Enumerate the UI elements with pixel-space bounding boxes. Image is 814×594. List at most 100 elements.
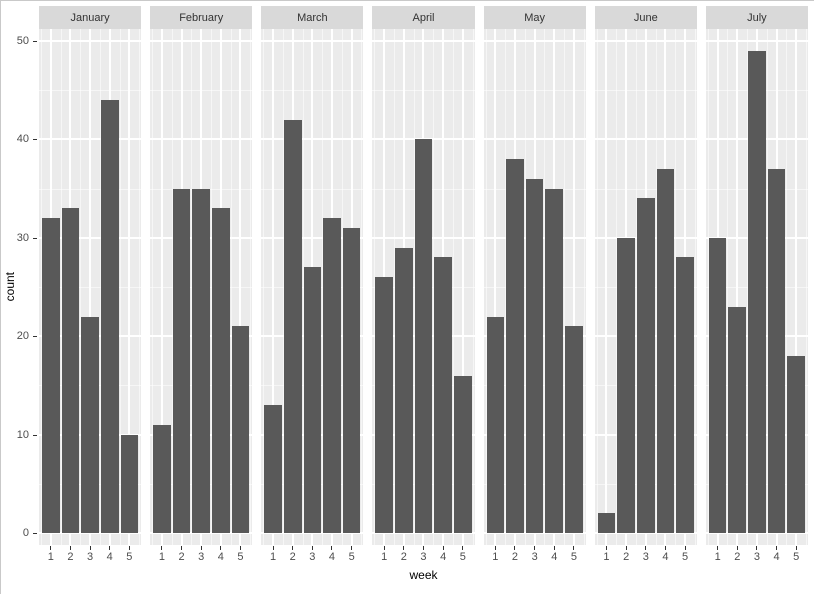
gridline-v-minor xyxy=(302,29,304,545)
x-tick-mark xyxy=(645,546,647,550)
x-tick-mark xyxy=(239,546,241,550)
x-tick-mark xyxy=(736,546,738,550)
gridline-v-minor xyxy=(564,29,566,545)
gridline-v-major xyxy=(572,29,575,545)
y-tick-mark xyxy=(33,533,37,534)
bar-february-week-3 xyxy=(192,188,211,533)
x-tick-mark xyxy=(292,546,294,550)
gridline-v-major xyxy=(128,29,131,545)
x-tick-label: 5 xyxy=(237,551,244,563)
bar-april-week-4 xyxy=(434,257,452,533)
bar-february-week-5 xyxy=(231,326,250,533)
x-tick-mark xyxy=(795,546,797,550)
x-tick-mark xyxy=(684,546,686,550)
bar-july-week-3 xyxy=(748,50,766,533)
gridline-v-minor xyxy=(341,29,343,545)
gridline-v-major xyxy=(461,29,464,545)
bar-june-week-2 xyxy=(617,237,635,533)
x-tick-mark xyxy=(89,546,91,550)
x-tick-label: 1 xyxy=(492,551,499,563)
gridline-v-minor xyxy=(596,29,598,545)
y-tick-mark xyxy=(33,41,37,42)
facet-strip-june: June xyxy=(594,6,697,29)
gridline-v-minor xyxy=(211,29,213,545)
bar-january-week-2 xyxy=(61,208,80,533)
x-tick-label: 3 xyxy=(531,551,538,563)
gridline-v-minor xyxy=(282,29,284,545)
x-tick-mark xyxy=(573,546,575,550)
x-tick-mark xyxy=(331,546,333,550)
x-tick-mark xyxy=(442,546,444,550)
bar-april-week-3 xyxy=(414,139,433,533)
gridline-v-minor xyxy=(433,29,435,545)
x-tick-mark xyxy=(462,546,464,550)
x-tick-label: 4 xyxy=(662,551,669,563)
x-tick-label: 5 xyxy=(348,551,355,563)
bar-july-week-2 xyxy=(728,306,747,533)
x-tick-label: 1 xyxy=(47,551,54,563)
x-tick-label: 3 xyxy=(309,551,316,563)
x-tick-mark xyxy=(514,546,516,550)
x-tick-mark xyxy=(422,546,424,550)
gridline-v-minor xyxy=(263,29,265,545)
gridline-v-minor xyxy=(361,29,363,545)
x-tick-mark xyxy=(403,546,405,550)
x-tick-label: 5 xyxy=(793,551,800,563)
facet-february: February 1 2 3 4 5 xyxy=(150,6,253,567)
bar-may-week-3 xyxy=(525,178,544,533)
bar-march-week-3 xyxy=(303,267,322,533)
facets: January 1 2 3 4 5 February 1 2 3 4 5 March 1 2 3 4 5 April… xyxy=(39,6,808,567)
gridline-v-minor xyxy=(544,29,546,545)
x-tick-label: 2 xyxy=(400,551,407,563)
facet-june: June 1 2 3 4 5 xyxy=(594,6,697,567)
bar-june-week-3 xyxy=(636,198,655,533)
facet-strip-february: February xyxy=(150,6,253,29)
bar-january-week-4 xyxy=(100,100,119,533)
chart-panel-june xyxy=(594,29,697,545)
bar-april-week-2 xyxy=(395,247,413,533)
gridline-v-major xyxy=(605,29,608,545)
chart-panel-february xyxy=(150,29,253,545)
x-tick-label: 1 xyxy=(158,551,165,563)
y-tick-label: 30 xyxy=(16,231,29,244)
x-tick-mark xyxy=(605,546,607,550)
x-tick-label: 5 xyxy=(126,551,133,563)
x-tick-mark xyxy=(128,546,130,550)
gridline-v-major xyxy=(89,29,92,545)
x-tick-mark xyxy=(776,546,778,550)
x-tick-mark xyxy=(109,546,111,550)
facet-strip-march: March xyxy=(261,6,364,29)
gridline-v-minor xyxy=(747,29,749,545)
bar-june-week-4 xyxy=(656,168,675,533)
chart-panel-april xyxy=(372,29,475,545)
x-tick-label: 3 xyxy=(753,551,760,563)
x-tick-mark xyxy=(494,546,496,550)
chart-panel-january xyxy=(39,29,142,545)
x-tick-mark xyxy=(625,546,627,550)
y-tick-label: 10 xyxy=(16,428,29,441)
y-tick-label: 20 xyxy=(16,330,29,343)
gridline-v-major xyxy=(160,29,163,545)
bar-february-week-4 xyxy=(212,208,230,533)
x-tick-label: 3 xyxy=(87,551,94,563)
bar-july-week-4 xyxy=(767,168,786,533)
x-tick-label: 2 xyxy=(289,551,296,563)
y-tick-mark xyxy=(33,434,37,436)
bar-march-week-4 xyxy=(323,218,341,533)
gridline-v-minor xyxy=(139,29,141,545)
gridline-v-minor xyxy=(60,29,62,545)
gridline-v-minor xyxy=(524,29,526,545)
x-tick-label: 4 xyxy=(106,551,113,563)
y-tick-label: 0 xyxy=(22,527,29,539)
x-tick-mark xyxy=(311,546,313,550)
gridline-v-minor xyxy=(655,29,657,545)
facet-strip-april: April xyxy=(372,6,475,29)
gridline-v-minor xyxy=(230,29,232,545)
bar-may-week-5 xyxy=(565,326,583,533)
x-tick-mark xyxy=(717,546,719,550)
bar-april-week-1 xyxy=(375,277,394,533)
